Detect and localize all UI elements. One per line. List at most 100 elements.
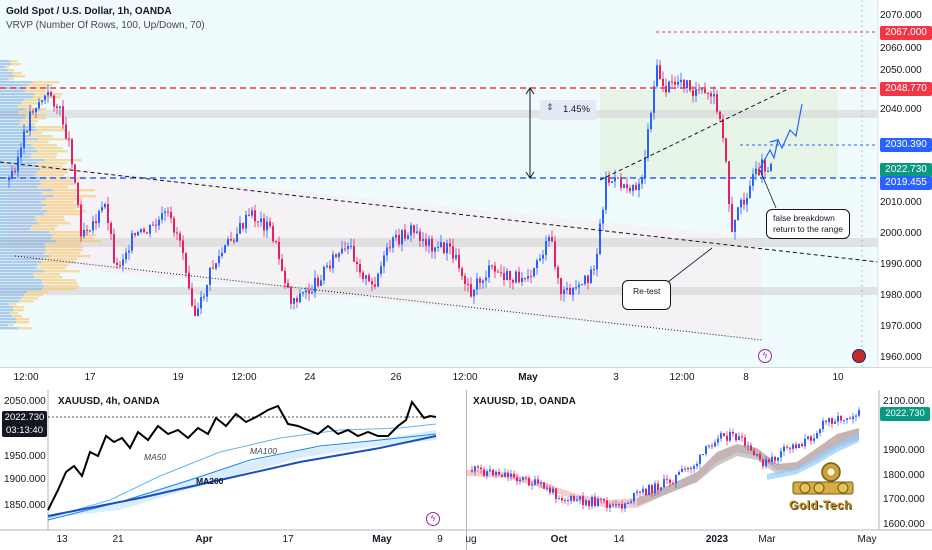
indicator-label[interactable]: VRVP (Number Of Rows, 100, Up/Down, 70)	[6, 20, 205, 31]
daily-candle-body	[612, 504, 614, 506]
candle-body	[575, 287, 577, 289]
profile-row-up	[0, 135, 30, 138]
candle-body	[449, 243, 451, 247]
profile-row-down	[43, 252, 80, 255]
note-retest[interactable]: Re-test	[622, 280, 672, 310]
candle-body	[209, 267, 211, 285]
sub-4h-time-label: 17	[282, 534, 294, 545]
profile-row-up	[0, 312, 10, 315]
sub-4h-time-label: 21	[112, 534, 124, 545]
daily-candle-body	[552, 488, 554, 493]
candle-body	[566, 287, 568, 290]
time-axis[interactable]: 12:00 17 19 12:00 24 26 12:00 May 3 12:00 8 10	[0, 370, 878, 386]
profile-row-up	[0, 192, 42, 195]
daily-candle-body	[813, 438, 815, 441]
profile-row-down	[7, 69, 15, 72]
sub-chart-4h[interactable]: XAUUSD, 4h, OANDA MA50 MA100 MA200 2022.…	[0, 390, 466, 550]
candle-body	[743, 199, 745, 205]
profile-row-up	[0, 270, 44, 273]
candle-body	[50, 91, 52, 96]
profile-row-up	[0, 210, 47, 213]
candle-body	[554, 241, 556, 268]
profile-row-up	[0, 255, 50, 258]
candle-body	[323, 267, 325, 281]
profile-row-up	[0, 252, 44, 255]
candle-body	[161, 213, 163, 220]
daily-candle-body	[792, 444, 794, 449]
profile-row-down	[41, 288, 77, 291]
price-axis-label: 2060.000	[880, 43, 922, 54]
daily-candle-body	[720, 433, 722, 439]
lower-channel-line[interactable]	[14, 255, 763, 341]
candle-body	[314, 277, 316, 293]
sub-chart-4h-canvas[interactable]	[0, 390, 466, 550]
sub-chart-1d[interactable]: XAUUSD, 1D, OANDA Gold-Tech 2022.730 210…	[465, 390, 932, 550]
us-flag-icon[interactable]	[852, 349, 866, 363]
candle-body	[719, 111, 721, 119]
candle-body	[59, 106, 61, 108]
candle-body	[638, 183, 640, 191]
candle-body	[350, 245, 352, 247]
daily-candle-body	[669, 479, 671, 484]
candle-body	[83, 229, 85, 237]
profile-row-down	[34, 165, 62, 168]
candle-body	[458, 254, 460, 269]
candle-body	[302, 292, 304, 294]
sub-chart-1d-canvas[interactable]	[467, 390, 932, 550]
daily-candle-body	[630, 501, 632, 503]
candle-body	[287, 283, 289, 288]
daily-candle-body	[798, 443, 800, 449]
note-false-breakdown[interactable]: false breakdown return to the range	[766, 209, 850, 239]
profile-row-down	[40, 183, 75, 186]
main-chart-pane[interactable]: Gold Spot / U.S. Dollar, 1h, OANDA VRVP …	[0, 0, 932, 368]
candle-body	[452, 246, 454, 259]
candle-body	[635, 185, 637, 191]
daily-candle-body	[621, 504, 623, 509]
daily-candle-body	[510, 473, 512, 477]
candle-body	[410, 225, 412, 236]
profile-row-up	[0, 159, 45, 162]
candle-body	[32, 111, 34, 113]
note-line-1: false breakdown	[773, 213, 835, 223]
measure-arrow-head-bottom	[525, 171, 535, 179]
daily-candle-body	[633, 492, 635, 502]
profile-row-down	[32, 273, 60, 276]
daily-candle-body	[498, 472, 500, 475]
candle-body	[104, 204, 106, 208]
daily-candle-body	[831, 418, 833, 424]
daily-candle-body	[714, 442, 716, 447]
candle-body	[311, 292, 313, 294]
profile-row-down	[18, 111, 33, 114]
profile-row-down	[35, 174, 65, 177]
profile-row-down	[41, 261, 76, 264]
candle-body	[305, 290, 307, 293]
profile-row-up	[0, 267, 37, 270]
daily-candle-body	[648, 485, 650, 495]
candle-body	[275, 241, 277, 243]
candle-body	[506, 271, 508, 280]
main-chart-canvas[interactable]	[0, 0, 932, 368]
profile-row-up	[0, 231, 50, 234]
daily-candle-body	[477, 466, 479, 468]
lightning-event-icon[interactable]: ϟ	[758, 349, 772, 363]
candle-body	[515, 271, 517, 283]
profile-row-down	[52, 189, 95, 192]
daily-candle-body	[483, 469, 485, 476]
candle-body	[293, 298, 295, 304]
lightning-event-icon-4h[interactable]: ϟ	[426, 512, 440, 526]
candle-body	[692, 90, 694, 96]
profile-row-down	[29, 135, 54, 138]
daily-candle-body	[819, 429, 821, 434]
descending-trendline[interactable]	[0, 161, 879, 263]
candle-body	[467, 283, 469, 285]
profile-row-up	[0, 318, 16, 321]
candle-body	[344, 248, 346, 250]
candle-body	[497, 271, 499, 273]
ascending-trendline[interactable]	[599, 87, 791, 181]
daily-candle-body	[843, 419, 845, 421]
candle-body	[131, 233, 133, 251]
sub-4h-title: XAUUSD, 4h, OANDA	[58, 396, 160, 407]
daily-candle-body	[816, 433, 818, 439]
daily-candle-body	[807, 436, 809, 439]
candle-body	[269, 221, 271, 227]
